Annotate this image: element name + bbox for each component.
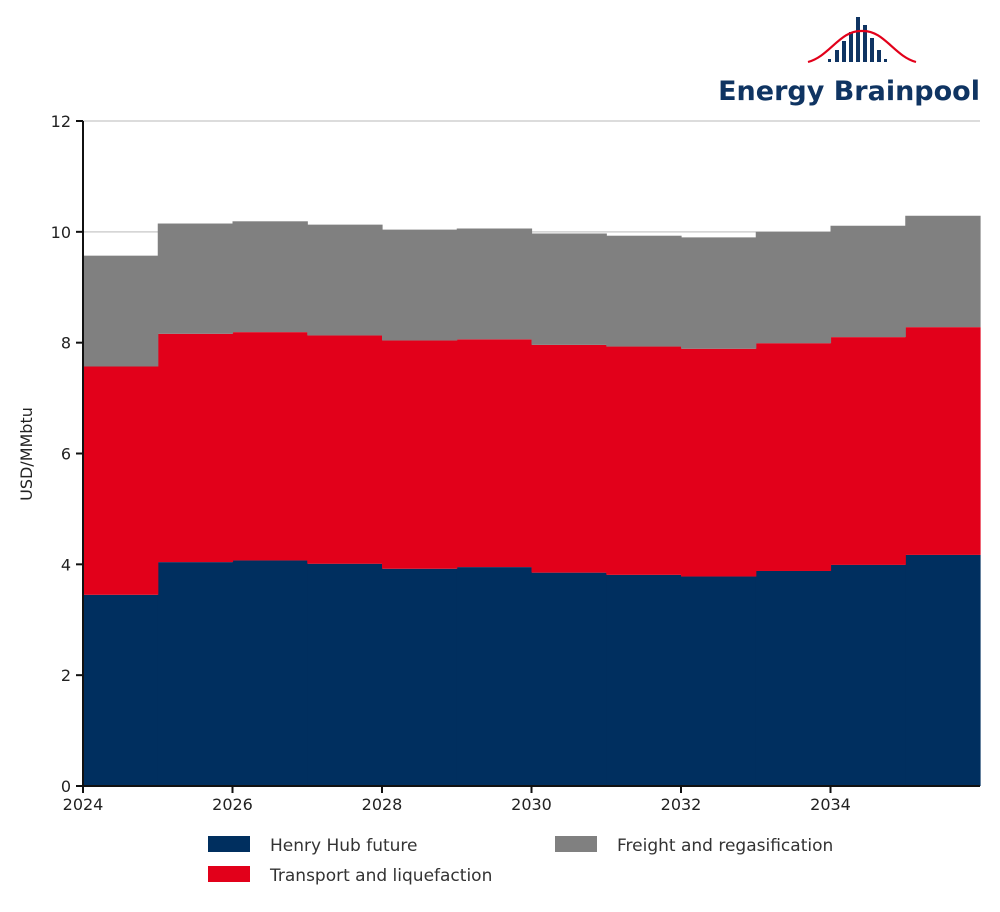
logo-bars-icon bbox=[828, 17, 887, 62]
area-segment bbox=[606, 574, 682, 786]
area-segment bbox=[307, 563, 383, 786]
area-segment bbox=[531, 344, 607, 573]
x-tick-label: 2024 bbox=[63, 795, 104, 814]
area-segment bbox=[905, 554, 981, 786]
area-segment bbox=[83, 255, 159, 367]
area-segment bbox=[905, 215, 981, 328]
plot-areas bbox=[83, 215, 981, 786]
logo-text: Energy Brainpool bbox=[718, 76, 980, 107]
legend-label: Freight and regasification bbox=[617, 836, 833, 856]
legend-swatch bbox=[208, 866, 250, 882]
legend-swatch bbox=[208, 836, 250, 852]
area-segment bbox=[830, 337, 906, 565]
legend-label: Henry Hub future bbox=[270, 836, 418, 856]
legend-label: Transport and liquefaction bbox=[269, 866, 492, 886]
area-segment bbox=[382, 568, 458, 786]
y-tick-label: 10 bbox=[51, 223, 71, 242]
area-segment bbox=[456, 339, 533, 568]
y-tick-label: 4 bbox=[61, 555, 71, 574]
series-henry-hub-future bbox=[83, 554, 981, 786]
logo-curve-icon bbox=[807, 29, 917, 64]
area-segment bbox=[232, 560, 308, 786]
area-segment bbox=[83, 366, 159, 595]
area-segment bbox=[382, 229, 458, 341]
x-tick-label: 2030 bbox=[511, 795, 552, 814]
x-tick-label: 2026 bbox=[212, 795, 253, 814]
y-axis-ticks: 0 2 4 6 8 10 12 bbox=[51, 112, 83, 796]
area-segment bbox=[83, 594, 159, 786]
area-segment bbox=[157, 562, 234, 786]
area-segment bbox=[531, 233, 607, 345]
y-tick-label: 12 bbox=[51, 112, 71, 131]
y-tick-label: 6 bbox=[61, 445, 71, 464]
x-tick-label: 2028 bbox=[362, 795, 403, 814]
area-segment bbox=[232, 332, 308, 561]
y-tick-label: 8 bbox=[61, 334, 71, 353]
y-tick-label: 2 bbox=[61, 666, 71, 685]
area-segment bbox=[232, 221, 308, 333]
area-segment bbox=[681, 576, 757, 786]
area-segment bbox=[157, 223, 234, 334]
area-segment bbox=[531, 572, 607, 786]
area-segment bbox=[755, 231, 832, 344]
area-segment bbox=[905, 327, 981, 555]
series-freight-and-regasification bbox=[83, 215, 981, 367]
legend-item: Freight and regasification bbox=[555, 836, 833, 856]
legend: Henry Hub future Transport and liquefacti… bbox=[208, 836, 833, 886]
area-segment bbox=[307, 335, 383, 564]
area-segment bbox=[681, 237, 757, 349]
y-axis-title: USD/MMbtu bbox=[17, 407, 36, 501]
logo: Energy Brainpool bbox=[718, 17, 980, 107]
area-segment bbox=[755, 343, 832, 571]
y-tick-label: 0 bbox=[61, 777, 71, 796]
legend-swatch bbox=[555, 836, 597, 852]
area-segment bbox=[681, 348, 757, 577]
x-tick-label: 2034 bbox=[810, 795, 851, 814]
area-segment bbox=[830, 564, 906, 786]
area-segment bbox=[456, 228, 533, 340]
area-segment bbox=[606, 346, 682, 575]
legend-item: Transport and liquefaction bbox=[208, 866, 492, 886]
area-segment bbox=[755, 570, 832, 786]
area-segment bbox=[606, 235, 682, 347]
x-tick-label: 2032 bbox=[661, 795, 702, 814]
area-segment bbox=[456, 567, 533, 786]
legend-item: Henry Hub future bbox=[208, 836, 418, 856]
x-axis-ticks: 2024 2026 2028 2030 2032 2034 bbox=[63, 786, 851, 814]
area-segment bbox=[157, 333, 234, 563]
area-segment bbox=[382, 340, 458, 569]
area-segment bbox=[307, 224, 383, 336]
area-segment bbox=[830, 225, 906, 338]
series-transport-and-liquefaction bbox=[83, 327, 981, 595]
